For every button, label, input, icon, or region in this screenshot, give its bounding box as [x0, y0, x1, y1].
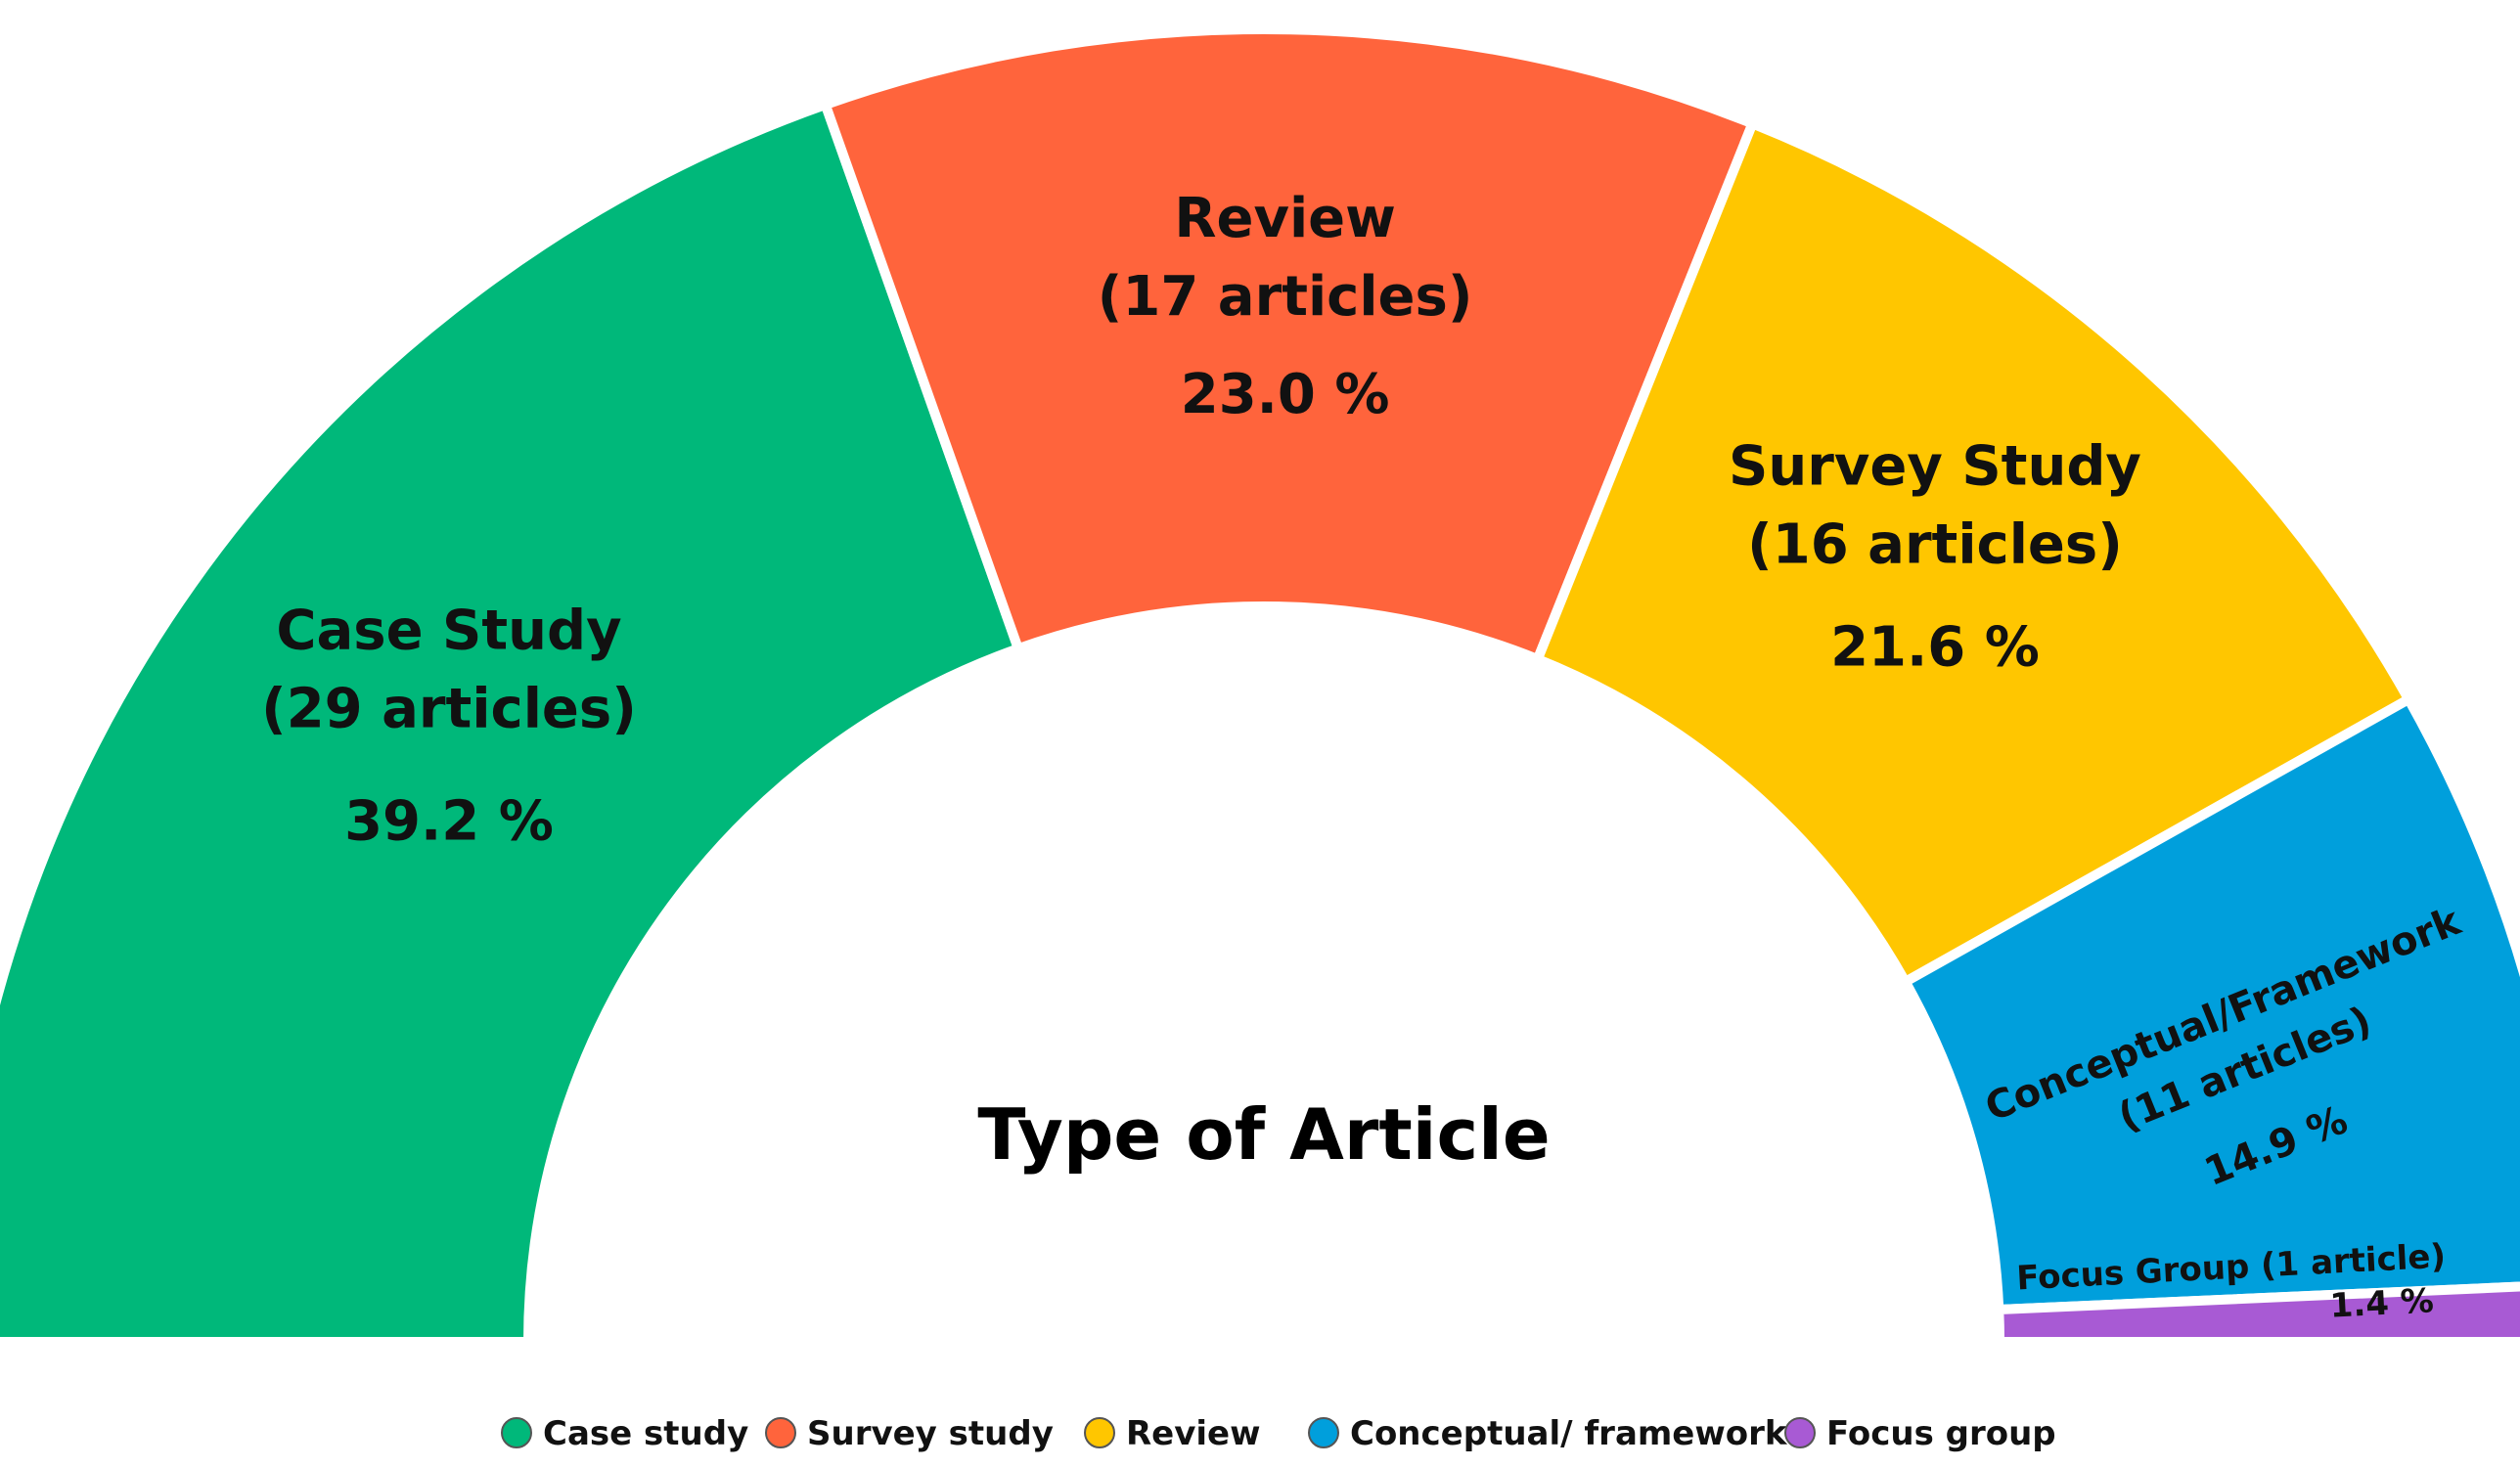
slice-case-title-label: Case Study	[276, 599, 621, 662]
slice-conceptual	[1898, 692, 2520, 1315]
slice-label-case: Case Study (29 articles) 39.2 %	[261, 599, 637, 853]
legend-label-3: Conceptual/ framework	[1350, 1414, 1788, 1453]
slice-survey-title-label: Survey Study	[1729, 434, 2141, 498]
slice-survey-count-label: (16 articles)	[1747, 512, 2123, 576]
slice-label-review: Review (17 articles) 23.0 %	[1098, 187, 1473, 426]
slice-review-percent-label: 23.0 %	[1181, 363, 1390, 426]
legend: Case study Survey study Review Conceptual/ …	[501, 1414, 2056, 1453]
slice-case	[0, 98, 1025, 1347]
legend-item-0: Case study	[501, 1414, 748, 1453]
legend-marker-1	[765, 1417, 796, 1448]
legend-label-0: Case study	[543, 1414, 748, 1453]
legend-label-2: Review	[1126, 1414, 1261, 1453]
legend-marker-3	[1308, 1417, 1339, 1448]
slice-survey-percent-label: 21.6 %	[1830, 615, 2040, 679]
slice-review	[819, 24, 1759, 666]
slice-focus-percent-label: 1.4 %	[2329, 1281, 2435, 1326]
slice-review-title-label: Review	[1174, 187, 1396, 250]
legend-item-1: Survey study	[765, 1414, 1054, 1453]
slice-focus	[1994, 1281, 2520, 1347]
slices-group	[0, 24, 2520, 1347]
legend-label-1: Survey study	[807, 1414, 1054, 1453]
center-title: Type of Article	[977, 1093, 1550, 1176]
legend-marker-0	[501, 1417, 532, 1448]
legend-marker-2	[1084, 1417, 1115, 1448]
legend-label-4: Focus group	[1826, 1414, 2056, 1453]
legend-item-3: Conceptual/ framework	[1308, 1414, 1788, 1453]
slice-survey	[1531, 116, 2415, 989]
legend-marker-4	[1784, 1417, 1816, 1448]
slice-case-count-label: (29 articles)	[261, 677, 637, 740]
legend-item-2: Review	[1084, 1414, 1261, 1453]
slice-label-survey: Survey Study (16 articles) 21.6 %	[1729, 434, 2141, 679]
slice-review-count-label: (17 articles)	[1098, 265, 1473, 329]
legend-item-4: Focus group	[1784, 1414, 2056, 1453]
slice-case-percent-label: 39.2 %	[344, 789, 554, 853]
